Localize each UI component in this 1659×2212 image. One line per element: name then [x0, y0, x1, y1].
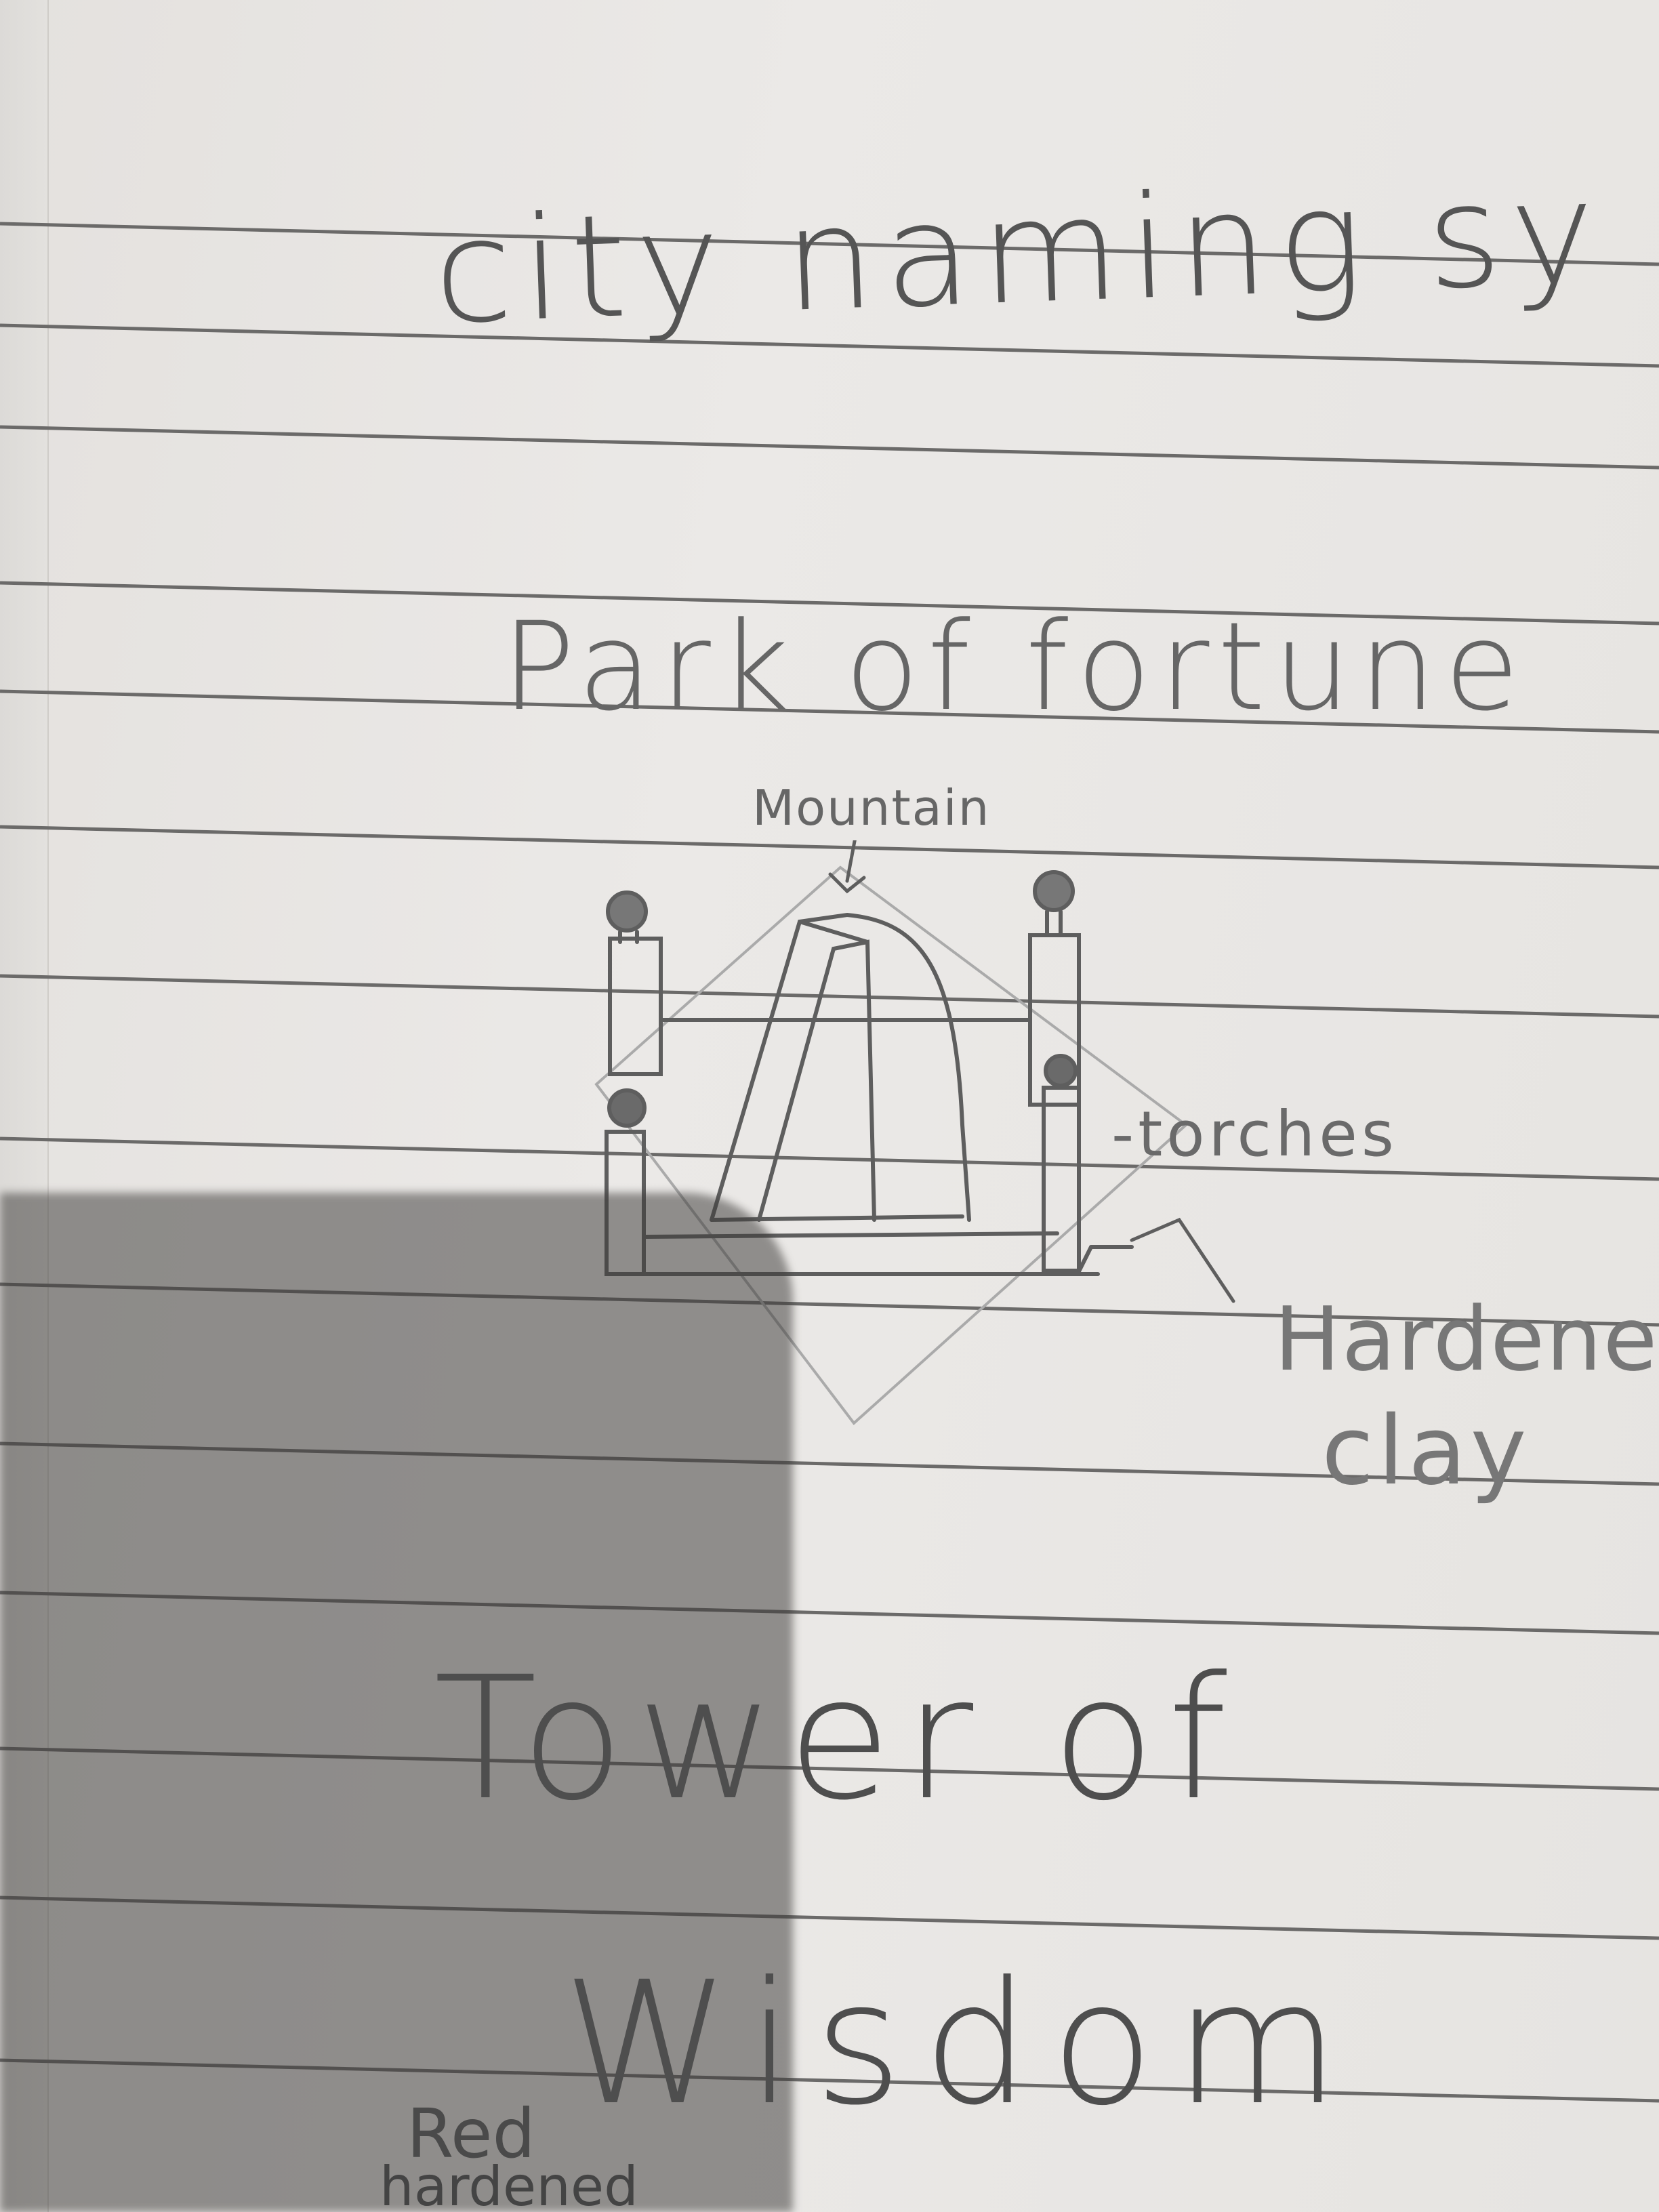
left-pillar	[608, 937, 663, 1076]
ruled-line	[0, 323, 1659, 368]
ruled-line	[0, 425, 1659, 470]
ruled-line	[0, 581, 1659, 626]
note-red: Red	[407, 2094, 535, 2173]
ruled-line	[0, 689, 1659, 734]
tower-heading-line2: Wisdom	[562, 1945, 1360, 2142]
mountain-label: Mountain	[752, 779, 991, 836]
small-left-torch	[607, 1088, 647, 1128]
right-torch-flame	[1033, 870, 1075, 912]
note-hardened: hardened	[380, 2155, 638, 2212]
ruled-line	[0, 825, 1659, 869]
ruled-line	[0, 1136, 1659, 1181]
clay-label: clay	[1322, 1396, 1531, 1507]
ruled-line	[0, 974, 1659, 1019]
small-right-torch	[1044, 1054, 1078, 1088]
small-right-pillar	[1042, 1086, 1081, 1273]
park-heading: Park of fortune	[501, 596, 1528, 738]
hardened-label: Hardened	[1274, 1288, 1659, 1391]
left-torch-flame	[606, 890, 648, 933]
torches-label: -torches	[1111, 1098, 1398, 1170]
hand-shadow	[0, 1193, 793, 2212]
ruled-line	[0, 222, 1659, 266]
tower-heading-line1: Tower of	[434, 1640, 1240, 1837]
